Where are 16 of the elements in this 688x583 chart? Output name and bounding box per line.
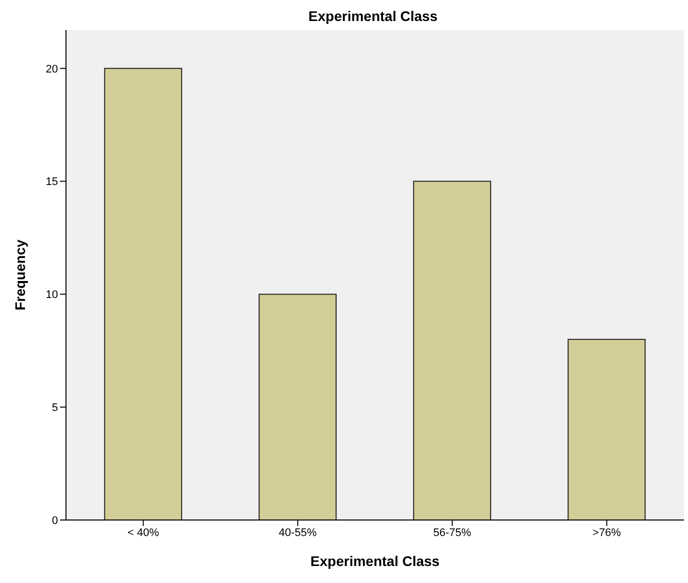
bar <box>258 294 337 520</box>
y-tick-label: 5 <box>52 402 58 414</box>
y-axis-title: Frequency <box>12 239 28 310</box>
chart-title: Experimental Class <box>307 8 439 26</box>
bar <box>104 68 182 520</box>
y-tick-label: 15 <box>46 176 58 188</box>
bar <box>568 338 646 520</box>
y-tick-label: 20 <box>46 63 58 76</box>
x-tick-label: >76% <box>592 526 622 539</box>
x-tick-label: 40-55% <box>278 526 317 539</box>
x-axis-title: Experimental Class <box>310 553 440 569</box>
bar <box>413 180 492 520</box>
x-tick-label: 56-75% <box>433 526 472 539</box>
y-tick-label: 0 <box>52 514 58 527</box>
x-tick-label: < 40% <box>128 526 160 539</box>
y-tick-label: 10 <box>46 289 58 302</box>
